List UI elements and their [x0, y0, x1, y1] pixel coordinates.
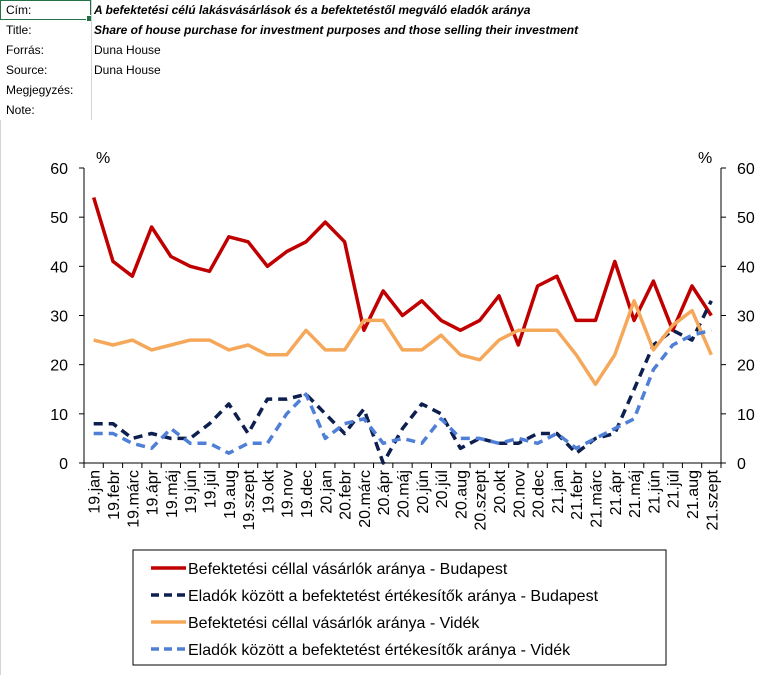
y-tick-label-left: 0	[59, 456, 68, 473]
x-tick-label: 21.ápr	[608, 469, 625, 515]
y-axis-right: 0 10 20 30 40 50 60	[721, 161, 755, 473]
x-tick-label: 19.ápr	[145, 469, 162, 515]
x-tick-label: 20.jan	[318, 470, 335, 514]
x-tick-label: 19.jún	[183, 470, 200, 514]
meta-value[interactable]: Duna House	[94, 43, 161, 57]
legend-label-1: Befektetési céllal vásárlók aránya - Bud…	[188, 561, 508, 578]
x-tick-label: 20.okt	[492, 469, 509, 513]
x-tick-label: 21.szept	[704, 469, 721, 530]
meta-value[interactable]: A befektetési célú lakásvásárlások és a …	[94, 3, 531, 17]
x-tick-label: 20.júl	[434, 470, 451, 508]
y-unit-left: %	[96, 150, 110, 167]
x-axis: 19.jan 19.febr 19.márc 19.ápr 19.máj 19.jún 19…	[83, 463, 722, 530]
meta-row-title: Title: Share of house purchase for inves…	[0, 20, 784, 40]
series-line-2	[93, 300, 713, 465]
y-axis-left: 0 10 20 30 40 50 60	[50, 161, 84, 473]
meta-row-note: Note:	[0, 100, 784, 120]
x-tick-label: 20.ápr	[376, 469, 393, 515]
y-tick-label-left: 30	[50, 309, 68, 326]
y-tick-label-right: 40	[737, 259, 755, 276]
y-tick-label-right: 0	[737, 456, 746, 473]
x-tick-label: 21.máj	[627, 470, 644, 518]
meta-value[interactable]: Duna House	[94, 63, 161, 77]
meta-row-megjegyzes: Megjegyzés:	[0, 80, 784, 100]
meta-value[interactable]: Share of house purchase for investment p…	[94, 23, 579, 37]
meta-key[interactable]: Forrás:	[6, 43, 45, 57]
legend-label-2: Eladók között a befektetést értékesítők …	[188, 588, 599, 605]
y-tick-label-left: 10	[50, 407, 68, 424]
x-tick-label: 20.aug	[453, 470, 470, 519]
x-tick-label: 19.szept	[241, 469, 258, 530]
x-tick-label: 19.márc	[125, 470, 142, 528]
meta-key[interactable]: Cím:	[6, 3, 32, 17]
series-lines	[92, 196, 713, 465]
x-tick-label: 19.okt	[260, 469, 277, 513]
series-line-3	[93, 299, 713, 387]
x-tick-label: 20.márc	[357, 470, 374, 528]
y-unit-right: %	[698, 150, 712, 167]
x-tick-label: 20.szept	[473, 469, 490, 530]
y-tick-label-right: 30	[737, 309, 755, 326]
meta-key[interactable]: Note:	[6, 103, 35, 117]
x-tick-label: 20.máj	[396, 470, 413, 518]
selected-cell[interactable]	[0, 0, 93, 22]
y-tick-label-left: 60	[50, 161, 68, 178]
legend-label-4: Eladók között a befektetést értékesítők …	[188, 642, 571, 659]
x-tick-label: 20.febr	[338, 469, 355, 519]
meta-row-cim: Cím: A befektetési célú lakásvásárlások …	[0, 0, 784, 20]
x-tick-label: 20.nov	[511, 470, 528, 518]
meta-row-source: Source: Duna House	[0, 60, 784, 80]
x-tick-label: 19.aug	[222, 470, 239, 519]
x-tick-label: 19.máj	[164, 470, 181, 518]
y-tick-label-right: 60	[737, 161, 755, 178]
x-tick-label: 19.febr	[106, 469, 123, 519]
meta-key[interactable]: Megjegyzés:	[6, 83, 74, 97]
x-tick-label: 19.jan	[87, 470, 104, 514]
meta-key[interactable]: Title:	[6, 23, 32, 37]
x-tick-label: 21.júl	[666, 470, 683, 508]
meta-key[interactable]: Source:	[6, 63, 48, 77]
y-tick-label-left: 40	[50, 259, 68, 276]
x-tick-label: 19.nov	[280, 470, 297, 518]
series-line-1	[92, 196, 713, 347]
y-tick-label-left: 20	[50, 358, 68, 375]
x-tick-label: 20.dec	[531, 470, 548, 518]
y-tick-label-right: 10	[737, 407, 755, 424]
x-tick-label: 21.aug	[685, 470, 702, 519]
legend: Befektetési céllal vásárlók aránya - Bud…	[132, 549, 667, 666]
y-tick-label-right: 50	[737, 210, 755, 227]
x-tick-label: 21.márc	[589, 470, 606, 528]
y-tick-label-right: 20	[737, 358, 755, 375]
meta-row-forras: Forrás: Duna House	[0, 40, 784, 60]
x-tick-label: 19.júl	[202, 470, 219, 508]
x-tick-label: 21.jan	[550, 470, 567, 514]
x-tick-label: 19.dec	[299, 470, 316, 518]
row-gridline	[0, 120, 1, 675]
legend-label-3: Befektetési céllal vásárlók aránya - Vid…	[188, 615, 480, 632]
x-tick-label: 21.jún	[646, 470, 663, 514]
y-tick-label-left: 50	[50, 210, 68, 227]
x-tick-label: 20.jún	[415, 470, 432, 514]
x-tick-label: 21.febr	[569, 469, 586, 519]
column-gridline	[91, 0, 92, 120]
